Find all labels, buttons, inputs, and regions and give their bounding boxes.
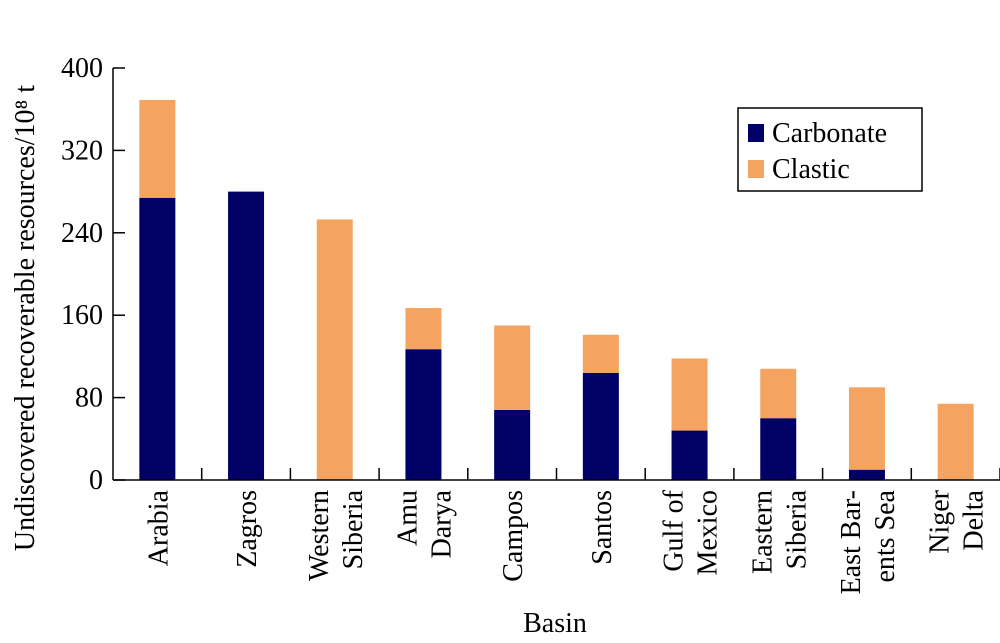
y-tick-label: 240 xyxy=(61,218,103,249)
category-label-line: Santos xyxy=(587,490,618,565)
category-label-line: Western xyxy=(304,490,335,581)
category-label-4: Campos xyxy=(498,490,529,582)
category-label-8: East Bar-ents Sea xyxy=(836,489,901,594)
category-label-5: Santos xyxy=(587,490,618,565)
category-label-line: Darya xyxy=(426,489,457,558)
legend: Carbonate Clastic xyxy=(737,107,923,192)
category-label-6: Gulf of Mexico xyxy=(659,489,724,575)
legend-swatch-carbonate xyxy=(748,124,764,142)
y-axis-title: Undiscovered recoverable resources/10⁸ t xyxy=(10,85,41,551)
legend-swatch-clastic xyxy=(748,160,764,178)
y-tick-label: 0 xyxy=(89,465,103,496)
bar-clastic-5 xyxy=(582,334,619,373)
bar-clastic-7 xyxy=(760,368,797,419)
category-label-1: Zagros xyxy=(232,490,263,568)
category-label-line: Niger xyxy=(925,489,956,553)
y-tick-label: 320 xyxy=(61,135,103,166)
y-tick-label: 80 xyxy=(75,383,103,414)
x-axis-title: Basin xyxy=(523,608,587,639)
category-label-3: Amu Darya xyxy=(392,489,457,558)
bar-clastic-3 xyxy=(405,307,442,350)
bar-clastic-0 xyxy=(139,99,176,198)
category-label-line: Delta xyxy=(959,489,990,550)
category-label-line: Mexico xyxy=(693,490,724,576)
bar-carbonate-8 xyxy=(848,469,885,480)
bar-carbonate-3 xyxy=(405,349,442,480)
bar-clastic-4 xyxy=(494,325,531,410)
bar-clastic-2 xyxy=(316,219,353,480)
category-label-line: Siberia xyxy=(338,489,369,569)
category-label-line: Gulf of xyxy=(659,489,690,571)
y-tick-label: 160 xyxy=(61,300,103,331)
category-label-2: Western Siberia xyxy=(304,489,369,581)
bar-carbonate-5 xyxy=(582,372,619,480)
bar-carbonate-7 xyxy=(760,418,797,480)
bar-carbonate-0 xyxy=(139,197,176,480)
bar-clastic-6 xyxy=(671,358,708,431)
bar-clastic-9 xyxy=(937,403,974,480)
category-label-9: Niger Delta xyxy=(925,489,990,553)
category-label-line: East Bar- xyxy=(836,490,867,594)
category-label-line: ents Sea xyxy=(870,489,901,582)
category-label-line: Campos xyxy=(498,490,529,582)
bar-carbonate-4 xyxy=(494,409,531,480)
category-label-line: Siberia xyxy=(781,489,812,569)
category-label-line: Zagros xyxy=(232,490,263,568)
legend-label-carbonate: Carbonate xyxy=(772,118,887,149)
category-label-line: Amu xyxy=(392,490,423,546)
category-label-line: Eastern xyxy=(747,490,778,574)
legend-label-clastic: Clastic xyxy=(772,154,850,185)
category-labels: Arabia Zagros Western Siberia Amu Darya Campos… xyxy=(143,489,989,594)
y-axis: 0 80 160 240 320 400 xyxy=(61,53,125,496)
bars-group xyxy=(139,99,974,480)
category-label-7: Eastern Siberia xyxy=(747,489,812,574)
bar-clastic-8 xyxy=(848,387,885,470)
category-label-0: Arabia xyxy=(143,489,174,566)
legend-box xyxy=(737,107,923,192)
category-label-line: Arabia xyxy=(143,489,174,566)
bar-carbonate-1 xyxy=(228,191,265,480)
x-axis xyxy=(113,468,1000,481)
y-tick-label: 400 xyxy=(61,53,103,84)
bar-carbonate-6 xyxy=(671,430,708,480)
